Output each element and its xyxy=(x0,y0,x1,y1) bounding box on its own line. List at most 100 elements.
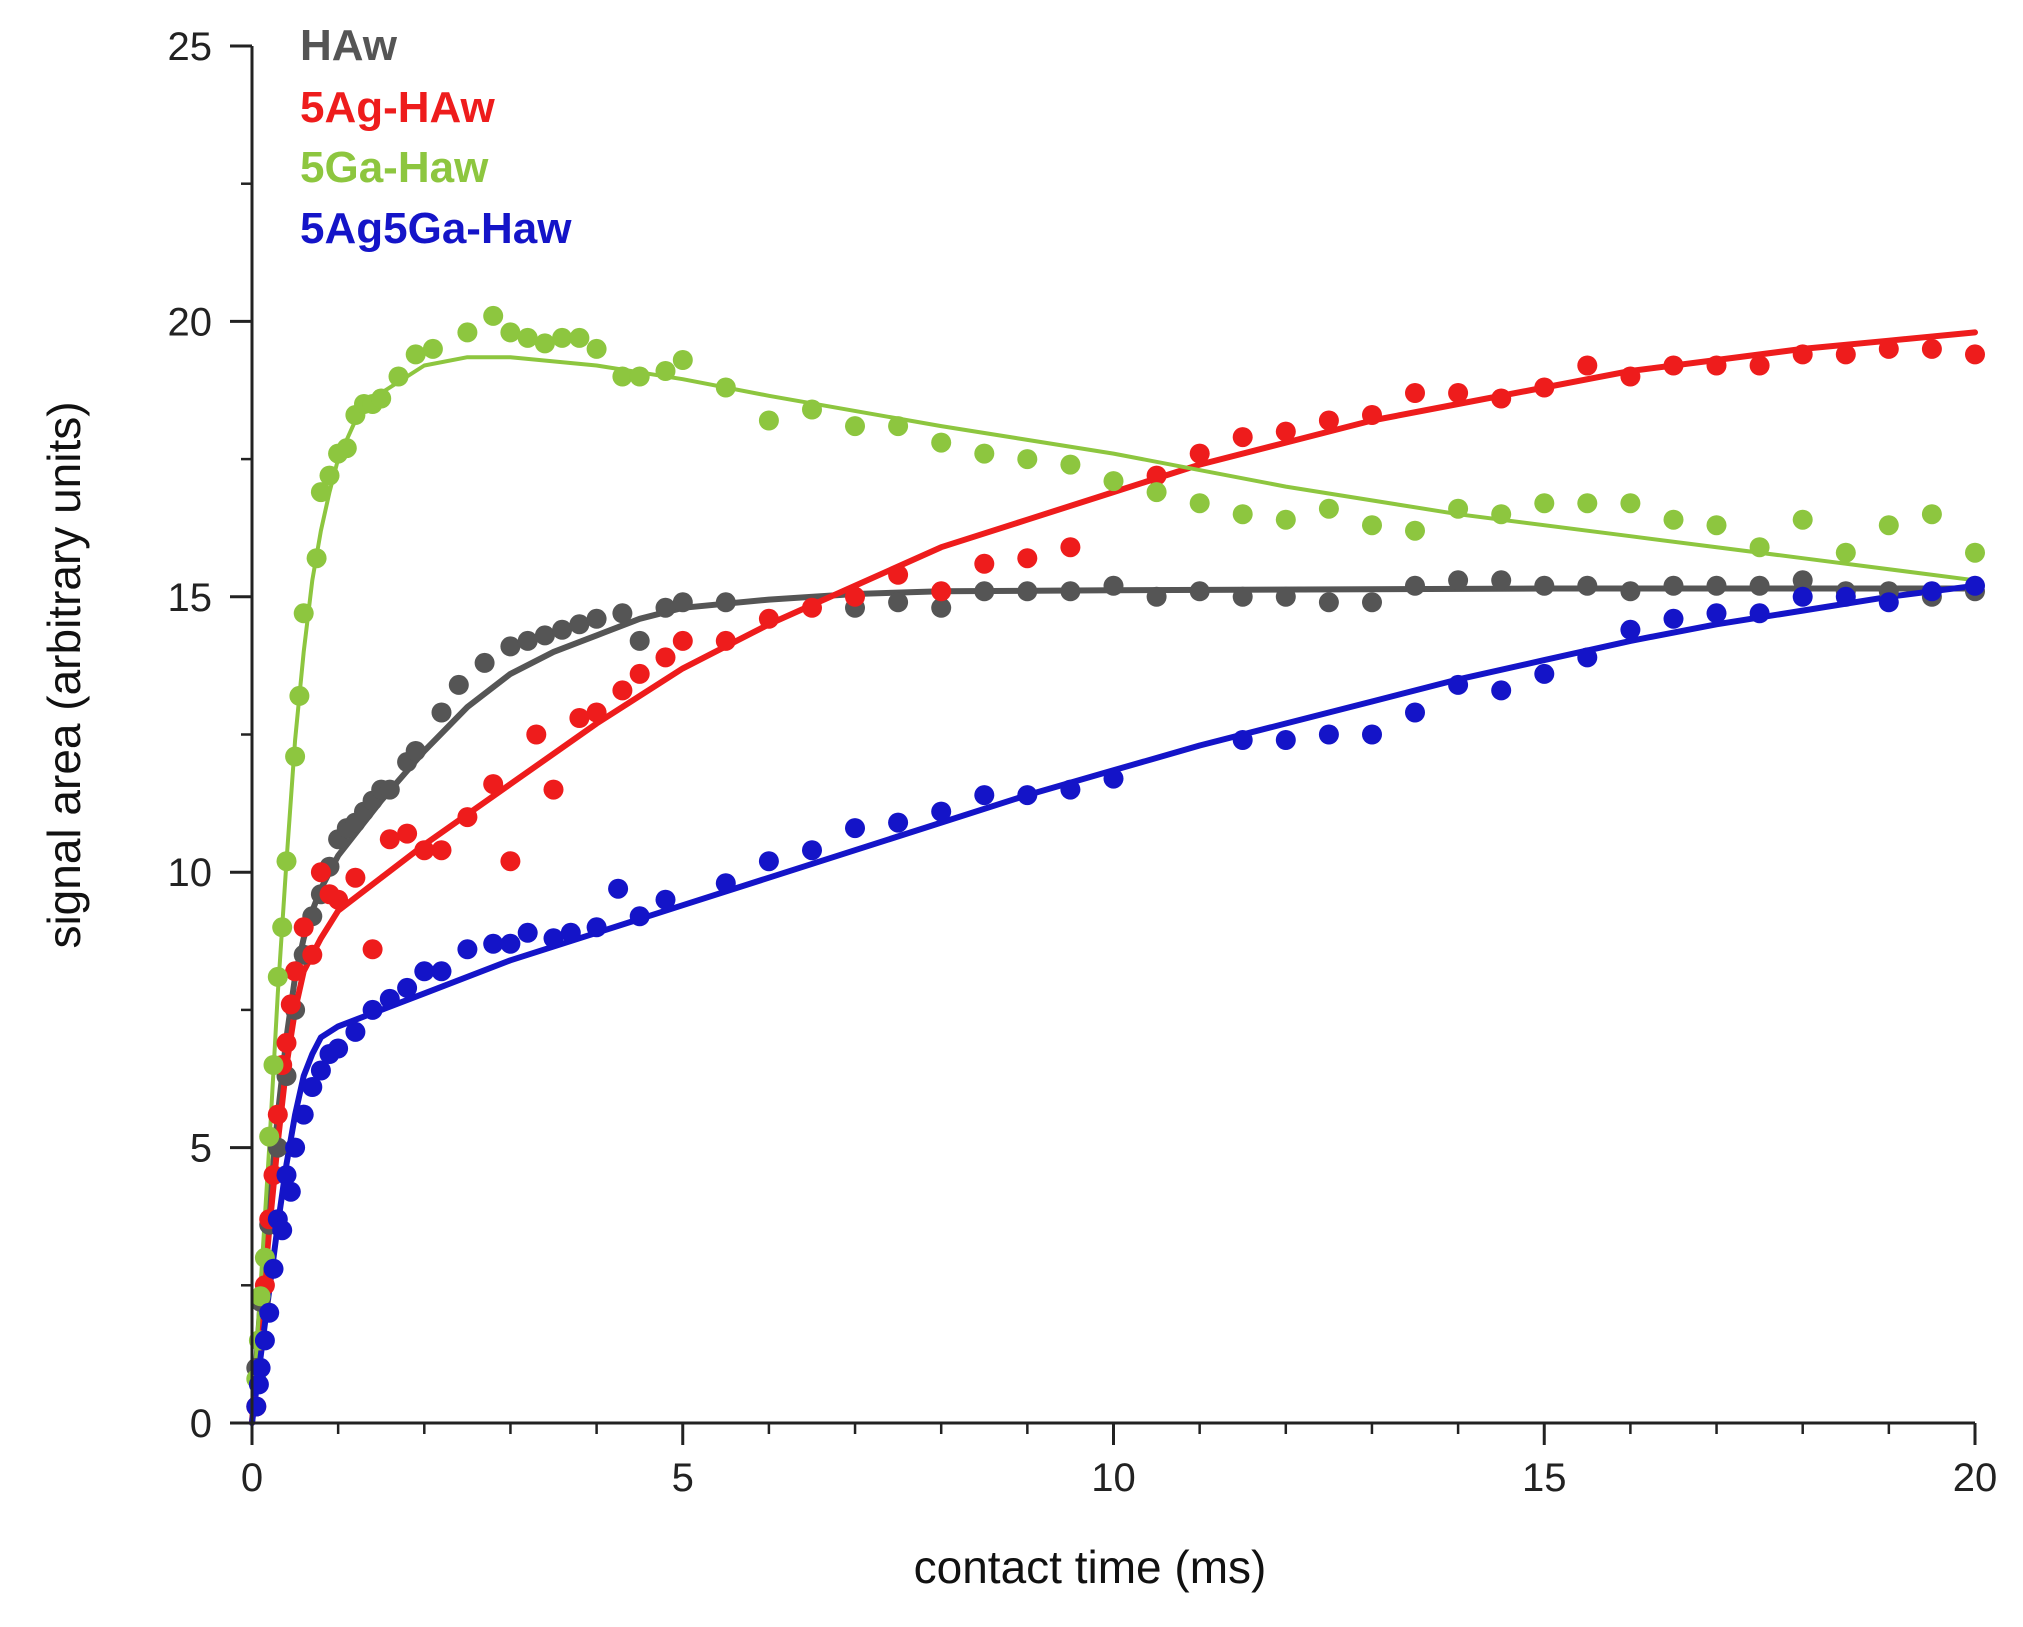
data-point xyxy=(1318,592,1339,613)
data-point xyxy=(1362,724,1382,745)
data-point xyxy=(1534,575,1555,596)
data-point xyxy=(457,807,478,828)
data-point xyxy=(629,663,650,684)
data-point xyxy=(1749,603,1770,624)
y-axis-ticks: 0 5 10 15 20 25 xyxy=(168,25,252,1446)
data-point xyxy=(267,1104,288,1125)
data-point xyxy=(608,878,629,899)
data-point xyxy=(560,922,581,943)
data-point xyxy=(371,388,392,409)
data-point xyxy=(388,366,409,387)
data-point xyxy=(543,928,564,949)
data-point xyxy=(802,399,822,420)
data-point xyxy=(931,432,952,453)
data-point xyxy=(1792,509,1813,530)
data-point xyxy=(1534,493,1555,514)
data-point xyxy=(1792,570,1813,591)
data-point xyxy=(758,608,779,629)
data-point xyxy=(289,685,310,706)
data-point xyxy=(431,961,452,982)
legend-label-haw: HAw xyxy=(300,21,398,70)
data-point xyxy=(259,1126,280,1147)
data-point xyxy=(1318,410,1339,431)
data-point xyxy=(888,812,909,833)
data-point xyxy=(457,939,478,960)
data-point xyxy=(1577,575,1598,596)
data-point xyxy=(1448,674,1469,695)
data-point xyxy=(336,438,357,459)
data-point xyxy=(569,708,590,728)
data-point xyxy=(1448,498,1469,519)
data-point xyxy=(1189,493,1210,514)
data-point xyxy=(1663,509,1684,530)
data-point xyxy=(272,917,293,938)
data-point xyxy=(888,564,909,585)
data-point xyxy=(845,416,865,437)
data-point xyxy=(1318,724,1339,745)
data-point xyxy=(272,1220,293,1241)
data-point xyxy=(483,305,504,326)
data-point xyxy=(1965,344,1985,365)
data-point xyxy=(569,614,590,635)
data-point xyxy=(259,1302,280,1323)
data-point xyxy=(285,746,306,767)
data-point xyxy=(1232,730,1253,750)
data-point xyxy=(715,377,736,398)
data-point xyxy=(1232,586,1253,607)
data-point xyxy=(285,961,306,982)
x-tick-label: 0 xyxy=(241,1456,263,1500)
data-point xyxy=(534,333,555,354)
data-point xyxy=(1663,608,1684,629)
data-point xyxy=(629,906,650,927)
data-point xyxy=(974,553,995,574)
data-point xyxy=(931,581,952,602)
data-point xyxy=(414,961,435,982)
data-point xyxy=(802,840,822,861)
data-point xyxy=(293,1104,314,1125)
legend: HAw 5Ag-HAw 5Ga-Haw 5Ag5Ga-Haw xyxy=(300,21,572,253)
x-axis-title: contact time (ms) xyxy=(914,1541,1267,1593)
data-point xyxy=(672,592,693,613)
data-point xyxy=(1060,454,1081,475)
data-point xyxy=(1103,471,1124,492)
data-point xyxy=(629,366,650,387)
data-point xyxy=(414,840,435,861)
data-point xyxy=(422,338,443,359)
data-point xyxy=(276,1165,297,1186)
data-point xyxy=(263,1055,284,1075)
data-point xyxy=(405,344,426,365)
x-axis-ticks: 0 5 10 15 20 xyxy=(241,1423,1997,1500)
data-point xyxy=(1749,355,1770,376)
data-point xyxy=(569,327,590,348)
data-point xyxy=(1491,570,1512,591)
data-point xyxy=(1491,504,1512,525)
data-point xyxy=(1921,338,1942,359)
data-point xyxy=(715,592,736,613)
data-point xyxy=(474,652,495,673)
data-point xyxy=(715,630,736,651)
data-point xyxy=(1792,586,1813,607)
data-point xyxy=(1663,575,1684,596)
data-point xyxy=(1491,388,1512,409)
data-point xyxy=(1146,465,1167,486)
data-point xyxy=(500,933,521,954)
data-point xyxy=(267,966,288,987)
data-point xyxy=(974,785,995,806)
data-point xyxy=(1706,603,1727,624)
data-point xyxy=(405,741,426,761)
data-point xyxy=(629,630,650,651)
data-point xyxy=(310,482,331,503)
y-tick-label: 25 xyxy=(168,25,213,69)
legend-label-5ag-haw: 5Ag-HAw xyxy=(300,83,496,132)
data-point xyxy=(1835,586,1856,607)
data-point xyxy=(1060,537,1081,558)
data-point xyxy=(280,1181,301,1202)
data-point xyxy=(310,1060,331,1081)
data-point xyxy=(250,1286,271,1307)
data-point xyxy=(248,1374,269,1395)
data-point xyxy=(1189,443,1210,464)
data-point xyxy=(1103,768,1124,789)
data-point xyxy=(379,829,400,850)
data-point xyxy=(1965,542,1985,563)
data-point xyxy=(431,840,452,861)
